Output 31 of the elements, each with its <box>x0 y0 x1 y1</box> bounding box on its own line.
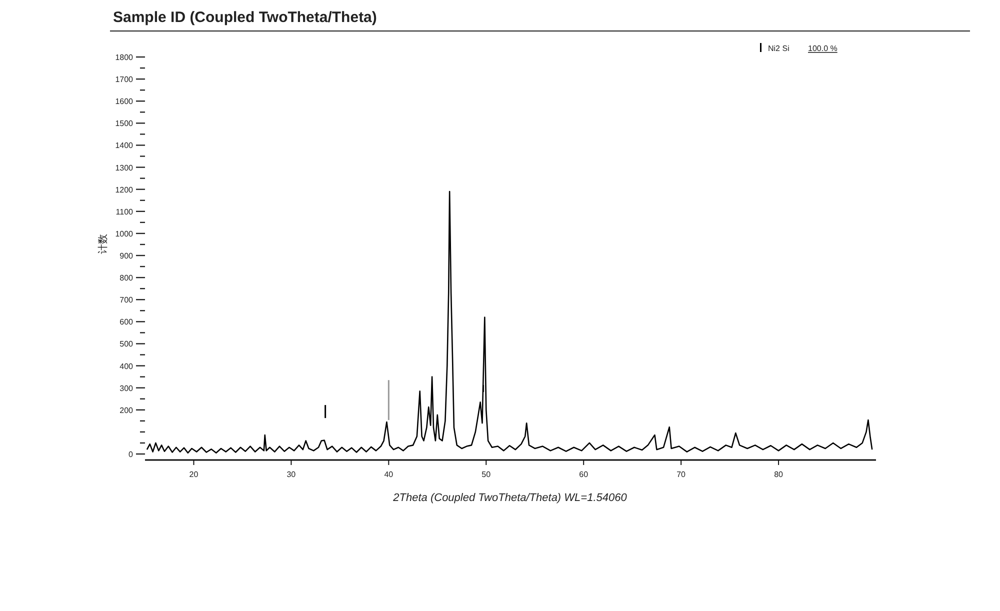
y-tick-label: 300 <box>120 384 134 393</box>
x-axis-title: 2Theta (Coupled TwoTheta/Theta) WL=1.54060 <box>392 492 628 504</box>
y-tick-label: 600 <box>120 318 134 327</box>
chart-title: Sample ID (Coupled TwoTheta/Theta) <box>113 9 377 26</box>
x-tick-label: 50 <box>482 470 492 479</box>
y-tick-label: 1300 <box>115 163 134 172</box>
x-tick-label: 40 <box>384 470 394 479</box>
y-tick-label: 1600 <box>115 97 134 106</box>
y-tick-label: 500 <box>120 340 134 349</box>
y-tick-label: 1700 <box>115 75 134 84</box>
x-tick-label: 60 <box>579 470 589 479</box>
y-tick-label: 200 <box>120 406 134 415</box>
line-series <box>146 190 873 454</box>
x-tick-label: 70 <box>676 470 686 479</box>
y-tick-label: 700 <box>120 296 134 305</box>
y-tick-label: 1000 <box>115 229 134 238</box>
y-tick-label: 1400 <box>115 141 134 150</box>
y-tick-label: 1200 <box>115 185 134 194</box>
y-tick-label: 800 <box>120 274 134 283</box>
y-tick-label: 400 <box>120 362 134 371</box>
y-tick-label: 1100 <box>116 207 134 216</box>
x-tick-label: 20 <box>189 470 199 479</box>
y-tick-label: 1500 <box>115 119 134 128</box>
y-tick-label: 1800 <box>115 53 134 62</box>
legend-label: Ni2 Si <box>768 44 790 53</box>
y-tick-label: 900 <box>120 252 134 260</box>
text: 100.0 % <box>808 44 838 53</box>
x-tick-label: 80 <box>774 470 784 479</box>
x-tick-label: 30 <box>286 470 296 479</box>
y-tick-label: 0 <box>128 450 134 459</box>
y-axis-title: 计数 <box>97 234 109 254</box>
